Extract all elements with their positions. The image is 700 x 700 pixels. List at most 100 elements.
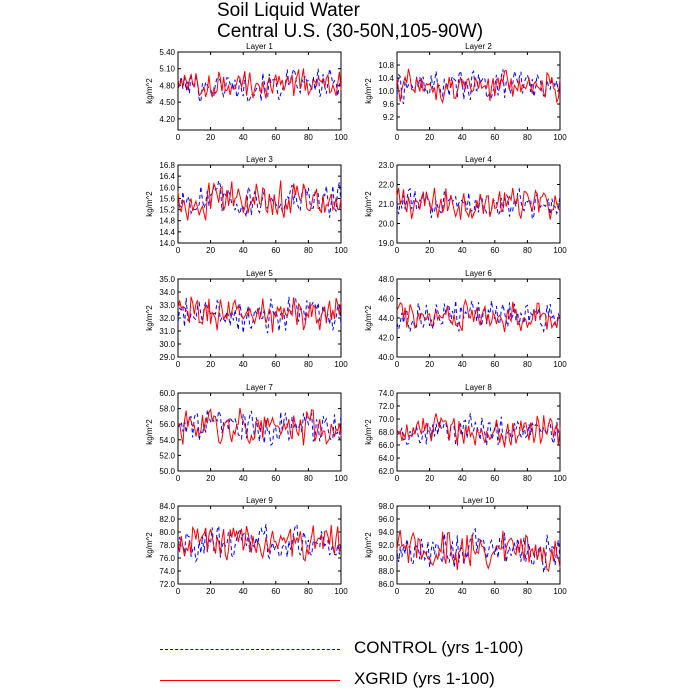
y-tick-label: 42.0	[378, 334, 394, 343]
y-tick-label: 48.0	[378, 275, 394, 284]
panel-title-4: Layer 4	[465, 155, 492, 164]
y-tick-label: 82.0	[159, 515, 175, 524]
plot-frame-7	[177, 392, 342, 472]
legend-label-control: CONTROL (yrs 1-100)	[354, 638, 524, 657]
x-tick-label: 40	[239, 246, 248, 255]
y-tick-label: 10.4	[378, 74, 394, 83]
panel-title-2: Layer 2	[465, 42, 492, 51]
x-tick-label: 20	[425, 587, 434, 596]
x-tick-label: 100	[334, 474, 348, 483]
x-tick-label: 100	[334, 360, 348, 369]
y-axis-label-6: kg/m^2	[364, 305, 373, 331]
x-tick-label: 100	[334, 246, 348, 255]
y-tick-label: 4.50	[159, 98, 175, 107]
panel-title-8: Layer 8	[465, 383, 492, 392]
y-tick-label: 31.0	[159, 327, 175, 336]
x-tick-label: 100	[334, 133, 348, 142]
series-xgrid-line-4	[396, 187, 561, 220]
x-tick-label: 60	[271, 133, 280, 142]
panel-title-1: Layer 1	[246, 42, 273, 51]
series-control-line-5	[177, 295, 342, 334]
chart-title-line1: Soil Liquid Water	[217, 0, 360, 21]
panel-title-10: Layer 10	[463, 496, 495, 505]
y-tick-label: 29.0	[159, 353, 175, 362]
x-tick-label: 0	[395, 133, 400, 142]
y-axis-label-5: kg/m^2	[145, 305, 154, 331]
x-tick-label: 100	[553, 133, 567, 142]
x-tick-label: 80	[304, 587, 313, 596]
x-tick-label: 60	[490, 360, 499, 369]
y-tick-label: 30.0	[159, 340, 175, 349]
x-tick-label: 40	[239, 133, 248, 142]
y-tick-label: 34.0	[159, 288, 175, 297]
y-tick-label: 22.0	[378, 181, 394, 190]
x-tick-label: 20	[425, 246, 434, 255]
plot-frame-3	[177, 164, 342, 244]
legend-line-xgrid	[160, 680, 340, 681]
panel-title-9: Layer 9	[246, 496, 273, 505]
x-tick-label: 20	[206, 246, 215, 255]
x-tick-label: 80	[523, 587, 532, 596]
series-xgrid-line-7	[177, 407, 342, 446]
series-xgrid-line-1	[177, 68, 342, 99]
series-xgrid-line-9	[177, 525, 342, 562]
x-tick-label: 40	[239, 474, 248, 483]
x-tick-label: 60	[490, 587, 499, 596]
y-tick-label: 21.0	[378, 200, 394, 209]
y-tick-label: 88.0	[378, 567, 394, 576]
y-tick-label: 78.0	[159, 541, 175, 550]
series-control-line-2	[396, 68, 561, 105]
panel-title-7: Layer 7	[246, 383, 273, 392]
y-tick-label: 58.0	[159, 405, 175, 414]
series-control-line-3	[177, 178, 342, 218]
y-tick-label: 64.0	[378, 454, 394, 463]
panel-title-3: Layer 3	[246, 155, 273, 164]
y-tick-label: 5.10	[159, 65, 175, 74]
y-axis-label-7: kg/m^2	[145, 419, 154, 445]
y-axis-label-1: kg/m^2	[145, 78, 154, 104]
y-tick-label: 70.0	[378, 415, 394, 424]
y-tick-label: 16.4	[159, 172, 175, 181]
x-tick-label: 20	[206, 133, 215, 142]
series-xgrid-line-10	[396, 530, 561, 573]
x-tick-label: 60	[271, 587, 280, 596]
y-tick-label: 14.4	[159, 228, 175, 237]
y-tick-label: 76.0	[159, 554, 175, 563]
x-tick-label: 0	[395, 587, 400, 596]
x-tick-label: 40	[239, 360, 248, 369]
y-tick-label: 80.0	[159, 528, 175, 537]
series-control-line-9	[177, 523, 342, 563]
x-tick-label: 80	[304, 360, 313, 369]
x-tick-label: 0	[176, 246, 181, 255]
y-tick-label: 66.0	[378, 441, 394, 450]
y-tick-label: 20.0	[378, 220, 394, 229]
x-tick-label: 0	[176, 474, 181, 483]
x-tick-label: 20	[206, 360, 215, 369]
series-xgrid-line-2	[396, 68, 561, 105]
series-control-line-8	[396, 413, 561, 447]
plot-frame-4	[396, 164, 561, 244]
series-xgrid-line-8	[396, 413, 561, 448]
y-tick-label: 9.6	[383, 100, 395, 109]
y-tick-label: 90.0	[378, 554, 394, 563]
series-xgrid-line-6	[396, 298, 561, 333]
y-tick-label: 16.0	[159, 183, 175, 192]
y-tick-label: 52.0	[159, 451, 175, 460]
x-tick-label: 60	[271, 246, 280, 255]
legend-line-control	[160, 649, 340, 650]
y-tick-label: 96.0	[378, 515, 394, 524]
series-control-line-7	[177, 408, 342, 447]
y-tick-label: 94.0	[378, 528, 394, 537]
y-tick-label: 5.40	[159, 48, 175, 57]
y-tick-label: 98.0	[378, 502, 394, 511]
x-tick-label: 20	[206, 474, 215, 483]
x-tick-label: 20	[425, 474, 434, 483]
y-tick-label: 14.8	[159, 217, 175, 226]
y-tick-label: 60.0	[159, 389, 175, 398]
y-tick-label: 56.0	[159, 420, 175, 429]
x-tick-label: 20	[425, 133, 434, 142]
series-control-line-1	[177, 67, 342, 104]
y-tick-label: 46.0	[378, 295, 394, 304]
x-tick-label: 60	[490, 133, 499, 142]
